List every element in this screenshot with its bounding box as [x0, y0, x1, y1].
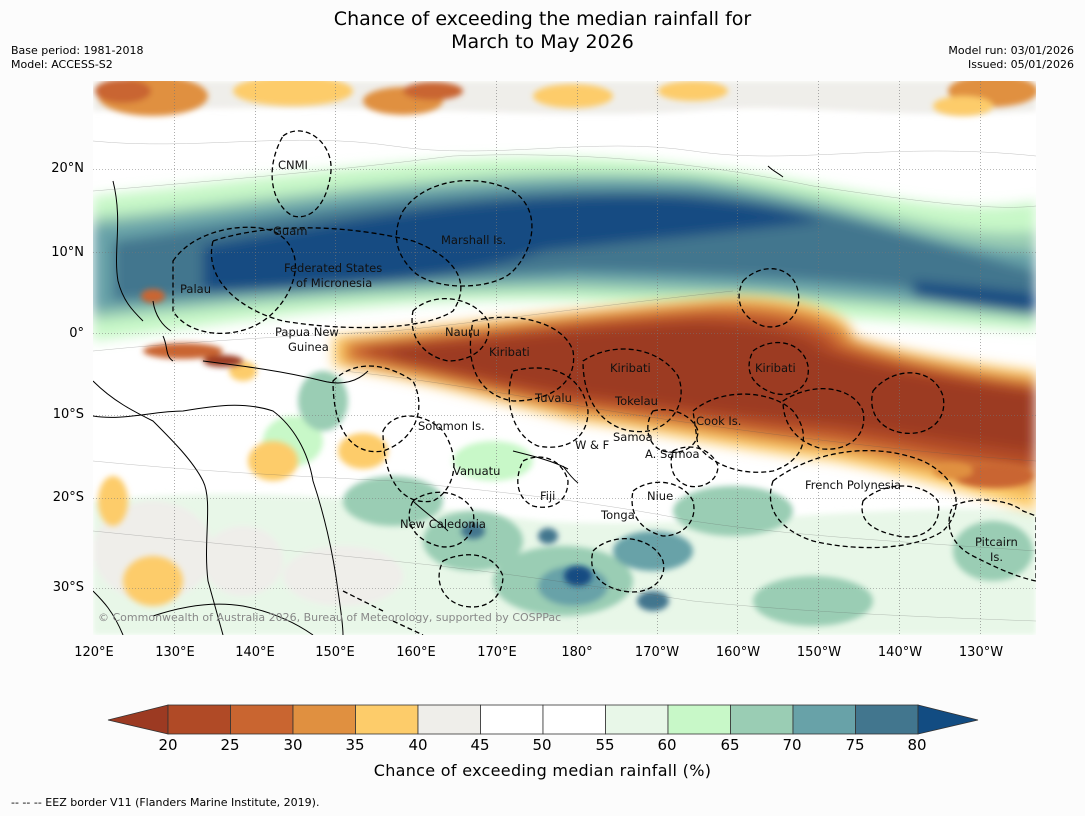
base-period: Base period: 1981-2018 [11, 44, 144, 57]
region-label-marshall-islands: Marshall Is. [441, 233, 507, 247]
issued-date: Issued: 05/01/2026 [967, 58, 1074, 71]
colorbar-tick-70: 70 [782, 736, 802, 754]
lon-label-130w: 130°W [958, 645, 1004, 660]
title-line-1: Chance of exceeding the median rainfall … [333, 8, 752, 30]
region-label-guam: Guam [273, 224, 308, 238]
eez-legend-footnote: -- -- -- EEZ border V11 (Flanders Marine… [11, 796, 320, 809]
map-title: Chance of exceeding the median rainfall … [0, 8, 1085, 54]
colorbar-over-arrow [917, 704, 979, 735]
colorbar-under-arrow [107, 704, 169, 735]
wet-patches-south [263, 371, 1033, 626]
colorbar-bin-25-30 [230, 704, 294, 735]
lon-label-150w: 150°W [796, 645, 842, 660]
colorbar-bin-55-60 [605, 704, 669, 735]
region-label-solomon-islands: Solomon Is. [418, 419, 485, 433]
colorbar-bin-20-25 [167, 704, 231, 735]
colorbar-tick-25: 25 [220, 736, 240, 754]
lon-label-160e: 160°E [396, 645, 436, 660]
colorbar-tick-50: 50 [532, 736, 552, 754]
colorbar-tick-30: 30 [283, 736, 303, 754]
lon-label-140w: 140°W [877, 645, 923, 660]
colorbar-bin-30-35 [292, 704, 356, 735]
graticule [93, 81, 1036, 635]
colorbar-tick-35: 35 [345, 736, 365, 754]
region-label-png-line2: Guinea [288, 340, 329, 354]
lat-label-equator: 0° [69, 326, 84, 341]
colorbar-bin-65-70 [730, 704, 794, 735]
lon-label-150e: 150°E [315, 645, 355, 660]
title-line-2: March to May 2026 [451, 31, 634, 53]
colorbar-bin-60-65 [667, 704, 731, 735]
colorbar-bin-40-45 [417, 704, 481, 735]
dry-band-equator [333, 296, 1036, 511]
lat-label-10s: 10°S [52, 407, 84, 422]
lat-label-30s: 30°S [52, 580, 84, 595]
model-run: Model run: 03/01/2026 [948, 44, 1074, 57]
region-label-fiji: Fiji [540, 489, 556, 503]
wet-band-north [93, 157, 1036, 341]
region-label-fsm-line2: of Micronesia [296, 276, 373, 290]
coastlines [93, 165, 784, 635]
region-label-american-samoa: A. Samoa [645, 447, 700, 461]
colorbar-bin-35-40 [355, 704, 419, 735]
region-label-niue: Niue [647, 489, 674, 503]
colorbar-tick-75: 75 [845, 736, 865, 754]
eez-borders [172, 130, 1036, 635]
colorbar-tick-20: 20 [158, 736, 178, 754]
region-label-pitcairn-line2: Is. [990, 550, 1004, 564]
rainfall-map: CNMI Guam Marshall Is. Federated States … [93, 81, 1036, 635]
colorbar-bin-75-80 [855, 704, 919, 735]
meta-right: Model run: 03/01/2026 Issued: 05/01/2026 [948, 44, 1074, 72]
colorbar-bin-70-75 [792, 704, 856, 735]
region-label-wallis-futuna: W & F [575, 438, 610, 452]
lon-label-170w: 170°W [634, 645, 680, 660]
region-label-kiribati-central: Kiribati [610, 361, 651, 375]
lon-label-140e: 140°E [235, 645, 275, 660]
region-label-vanuatu: Vanuatu [453, 464, 501, 478]
colorbar-title: Chance of exceeding median rainfall (%) [373, 761, 712, 780]
region-label-tokelau: Tokelau [615, 394, 658, 408]
colorbar-tick-65: 65 [720, 736, 740, 754]
colorbar-bin-50-55 [542, 704, 606, 735]
colorbar [107, 704, 979, 735]
region-label-fsm-line1: Federated States [284, 261, 383, 275]
lat-label-20s: 20°S [52, 490, 84, 505]
region-label-samoa: Samoa [613, 430, 653, 444]
colorbar-tick-60: 60 [657, 736, 677, 754]
lon-label-170e: 170°E [477, 645, 517, 660]
map-canvas [93, 81, 1036, 635]
dry-spots-pacific [933, 463, 1033, 488]
colorbar-tick-55: 55 [595, 736, 615, 754]
copyright-notice: © Commonwealth of Australia 2026, Bureau… [98, 611, 562, 624]
model-name: Model: ACCESS-S2 [11, 58, 113, 71]
dry-spots-west [141, 289, 243, 367]
lon-label-130e: 130°E [155, 645, 195, 660]
region-label-pitcairn-line1: Pitcairn [975, 535, 1018, 549]
meta-left: Base period: 1981-2018 Model: ACCESS-S2 [11, 44, 143, 72]
region-label-cnmi: CNMI [278, 158, 308, 172]
region-label-tonga: Tonga [601, 508, 635, 522]
colorbar-bins [167, 704, 919, 735]
region-label-new-caledonia: New Caledonia [400, 517, 486, 531]
region-label-tuvalu: Tuvalu [535, 391, 572, 405]
region-label-kiribati-west: Kiribati [489, 345, 530, 359]
lon-label-180: 180° [561, 645, 593, 660]
lon-label-120e: 120°E [74, 645, 114, 660]
region-label-palau: Palau [180, 282, 211, 296]
region-label-nauru: Nauru [445, 325, 480, 339]
colorbar-tick-80: 80 [907, 736, 927, 754]
lat-label-10n: 10°N [51, 245, 84, 260]
region-label-french-polynesia: French Polynesia [805, 478, 902, 492]
colorbar-tick-45: 45 [470, 736, 490, 754]
region-label-kiribati-east: Kiribati [755, 361, 796, 375]
colorbar-bin-45-50 [480, 704, 544, 735]
colorbar-tick-40: 40 [408, 736, 428, 754]
dry-patches-south [98, 361, 388, 606]
region-label-png-line1: Papua New [275, 325, 339, 339]
region-label-cook-islands: Cook Is. [696, 414, 742, 428]
contour-lines [93, 140, 1036, 622]
wet-spots-south [461, 523, 669, 611]
lon-label-160w: 160°W [715, 645, 761, 660]
lat-label-20n: 20°N [51, 161, 84, 176]
